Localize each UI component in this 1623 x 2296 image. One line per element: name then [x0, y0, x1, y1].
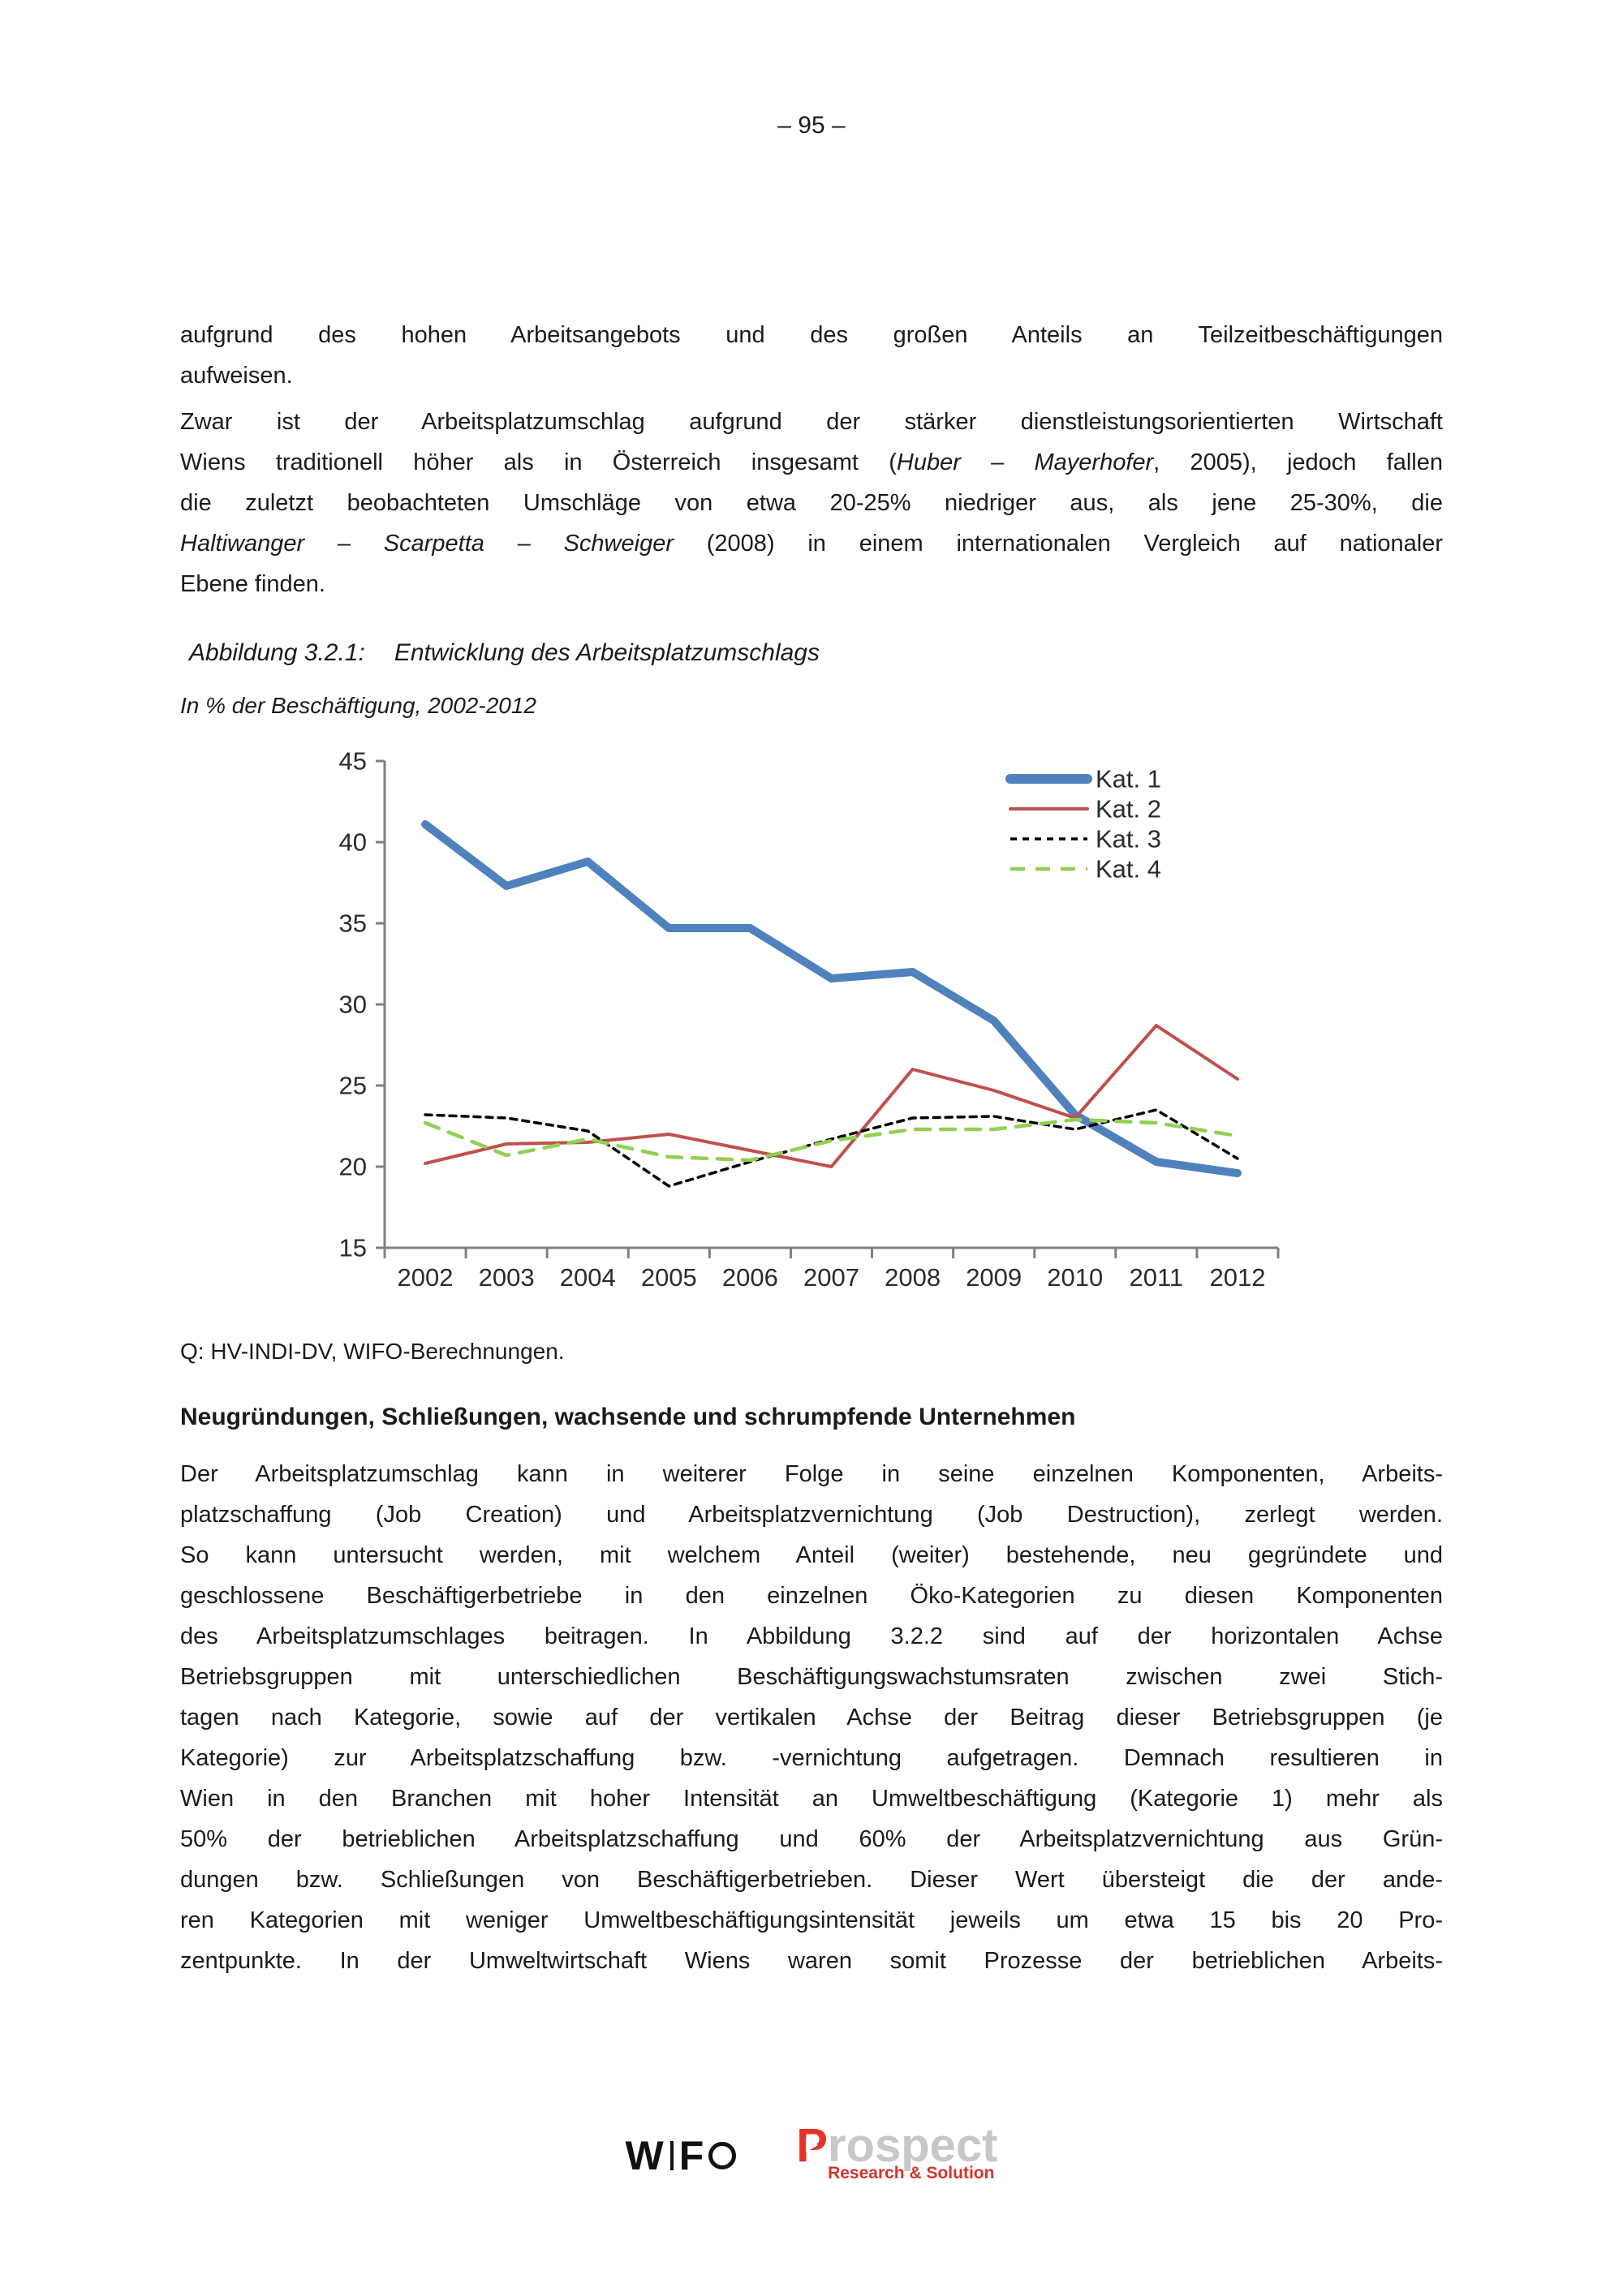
figure-caption-label: Abbildung 3.2.1: [189, 639, 365, 666]
prospect-p-triangle-icon [806, 2138, 819, 2152]
text-line: dungen bzw. Schließungen von Beschäftige… [180, 1867, 1443, 1893]
text-line: Haltiwanger – Scarpetta – Schweiger (200… [180, 531, 1444, 557]
y-tick-label: 40 [339, 828, 367, 857]
text-line: Ebene finden. [180, 571, 325, 597]
x-tick-label: 2002 [398, 1263, 454, 1292]
legend-label: Kat. 3 [1096, 825, 1161, 853]
wifo-circle-icon [708, 2142, 737, 2169]
text-line: ren Kategorien mit weniger Umweltbeschäf… [180, 1907, 1443, 1933]
x-tick-label: 2008 [885, 1263, 941, 1292]
text-line: die zuletzt beobachteten Umschläge von e… [180, 490, 1443, 516]
y-tick-label: 35 [339, 909, 367, 938]
text-line: zentpunkte. In der Umweltwirtschaft Wien… [180, 1948, 1443, 1974]
prospect-tagline: Research & Solution [828, 2164, 995, 2182]
legend-label: Kat. 1 [1096, 765, 1161, 793]
text-line: aufgrund des hohen Arbeitsangebots und d… [180, 322, 1443, 348]
wifo-letter-f: F [678, 2133, 705, 2178]
intro-paragraph-2: Zwar ist der Arbeitsplatzumschlag aufgru… [180, 402, 1443, 604]
y-tick-label: 20 [339, 1153, 367, 1181]
wifo-letter-w: W [625, 2133, 665, 2178]
text-line: Wiens traditionell höher als in Österrei… [180, 449, 1443, 475]
x-tick-label: 2012 [1209, 1263, 1265, 1292]
prospect-wordmark-rest: rospect [827, 2119, 998, 2172]
series-line-kat-3 [424, 1108, 1239, 1188]
x-tick-label: 2009 [966, 1263, 1022, 1292]
text-line: geschlossene Beschäftigerbetriebe in den… [180, 1583, 1443, 1609]
intro-paragraph-1: aufgrund des hohen Arbeitsangebots und d… [180, 315, 1443, 396]
text-line: Der Arbeitsplatzumschlag kann in weitere… [180, 1461, 1443, 1487]
y-tick-label: 30 [339, 991, 367, 1019]
x-tick-label: 2003 [479, 1263, 535, 1292]
series-line-kat-4 [423, 1117, 1240, 1163]
text-line: Zwar ist der Arbeitsplatzumschlag aufgru… [180, 409, 1443, 435]
figure-subtitle: In % der Beschäftigung, 2002-2012 [180, 693, 536, 718]
text-line: Betriebsgruppen mit unterschiedlichen Be… [180, 1664, 1443, 1690]
x-tick-label: 2006 [722, 1263, 778, 1292]
text-line: So kann untersucht werden, mit welchem A… [180, 1542, 1443, 1568]
series-line-kat-1 [421, 820, 1242, 1177]
figure-chart: 15 20 25 30 35 40 45 2002 2003 2004 2005 2006 2007 20… [339, 747, 1280, 1292]
figure-caption: Abbildung 3.2.1: Entwicklung des Arbeitsp… [180, 639, 1452, 667]
text-line: 50% der betrieblichen Arbeitsplatzschaff… [180, 1826, 1443, 1852]
section-heading: Neugründungen, Schließungen, wachsende u… [180, 1404, 1076, 1430]
series-line-kat-2 [424, 1024, 1239, 1168]
text-line: Kategorie) zur Arbeitsplatzschaffung bzw… [180, 1745, 1443, 1771]
y-tick-label: 25 [339, 1072, 367, 1100]
text-line: platzschaffung (Job Creation) und Arbeit… [180, 1502, 1443, 1528]
x-tick-label: 2010 [1047, 1263, 1103, 1292]
text-line: des Arbeitsplatzumschlages beitragen. In… [180, 1623, 1443, 1649]
x-tick-label: 2011 [1130, 1263, 1184, 1292]
figure-source: Q: HV-INDI-DV, WIFO-Berechnungen. [180, 1339, 565, 1364]
legend-label: Kat. 2 [1096, 795, 1161, 823]
figure-caption-title: Entwicklung des Arbeitsplatzumschlags [394, 639, 820, 666]
wifo-divider-bar [669, 2141, 674, 2170]
page-number: – 95 – [777, 112, 846, 139]
text-line: tagen nach Kategorie, sowie auf der vert… [180, 1705, 1443, 1731]
y-tick-label: 15 [339, 1234, 367, 1262]
x-tick-label: 2004 [560, 1263, 616, 1292]
y-tick-label: 45 [339, 747, 367, 776]
text-line: Wien in den Branchen mit hoher Intensitä… [180, 1786, 1443, 1812]
text-line: aufweisen. [180, 363, 293, 389]
x-tick-label: 2007 [803, 1263, 859, 1292]
wifo-logo: W F [625, 2133, 737, 2178]
legend-label: Kat. 4 [1096, 855, 1161, 884]
body-paragraph: Der Arbeitsplatzumschlag kann in weitere… [180, 1454, 1443, 1981]
x-tick-label: 2005 [641, 1263, 697, 1292]
